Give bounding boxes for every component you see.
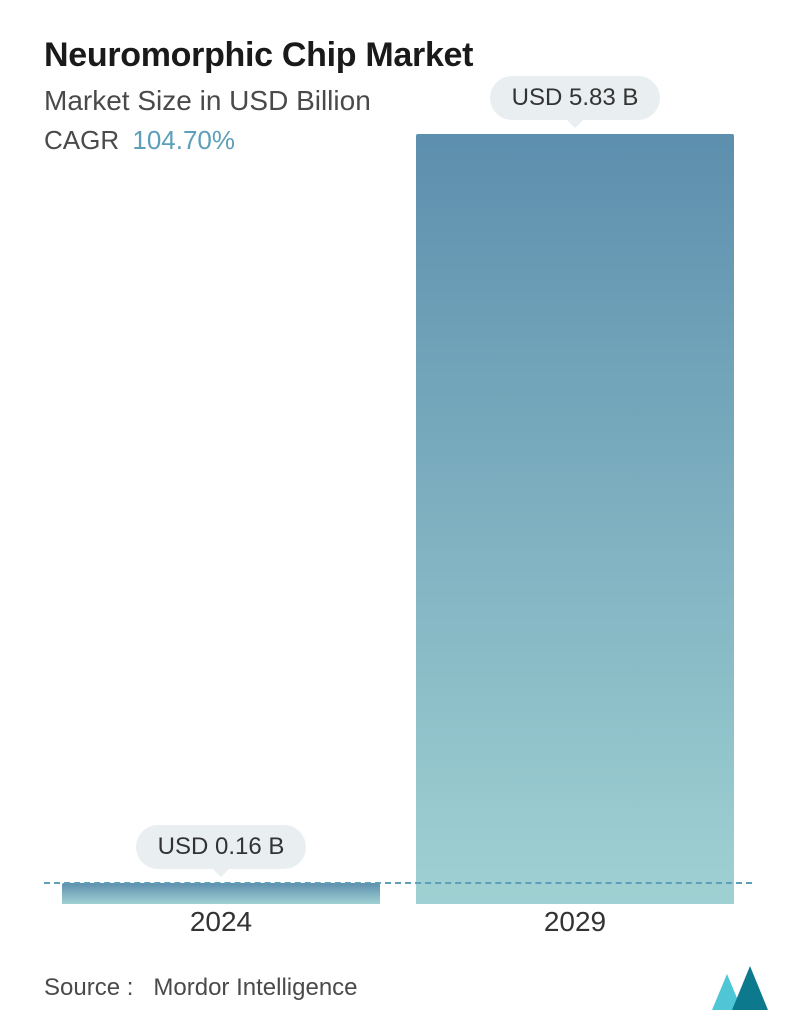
x-axis-label-2024: 2024 <box>62 906 381 938</box>
chart-title: Neuromorphic Chip Market <box>44 36 752 75</box>
chart-card: Neuromorphic Chip Market Market Size in … <box>0 0 796 1034</box>
source-label: Source : <box>44 974 133 1001</box>
chart-plot-area: USD 0.16 BUSD 5.83 B <box>44 120 752 904</box>
bar-slot-2029: USD 5.83 B <box>416 76 735 904</box>
source-text: Source : Mordor Intelligence <box>44 974 358 1002</box>
value-pill-2024: USD 0.16 B <box>136 825 307 869</box>
value-pill-2029: USD 5.83 B <box>490 76 661 120</box>
bar-2029 <box>416 134 735 904</box>
footer-row: Source : Mordor Intelligence <box>44 966 772 1010</box>
brand-logo-icon <box>712 966 772 1010</box>
chart-x-axis: 2024 2029 <box>44 892 752 938</box>
x-axis-label-2029: 2029 <box>416 906 735 938</box>
chart-baseline <box>44 882 752 884</box>
source-name: Mordor Intelligence <box>153 974 357 1001</box>
